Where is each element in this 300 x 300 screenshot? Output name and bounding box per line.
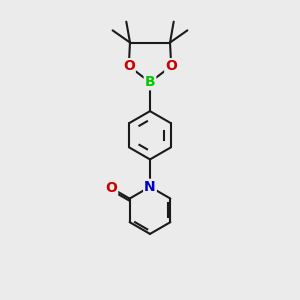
Text: N: N [144,180,156,194]
Text: O: O [123,59,135,73]
Text: O: O [165,59,177,73]
Text: O: O [105,181,117,195]
Text: B: B [145,75,155,89]
